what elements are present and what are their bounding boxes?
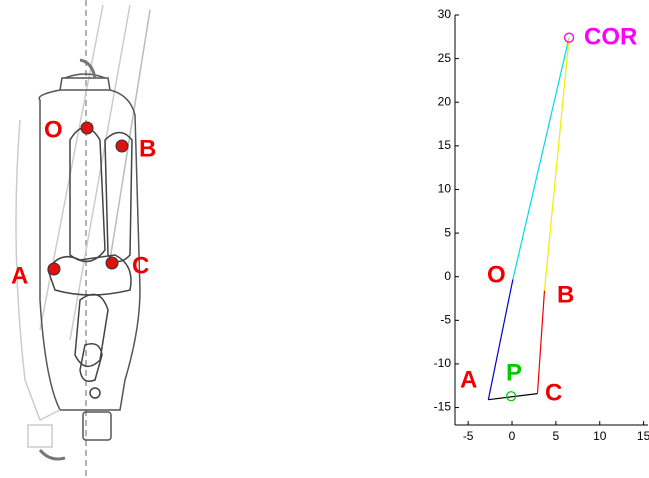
drawing-label: C bbox=[132, 252, 149, 279]
point-label: O bbox=[487, 261, 506, 288]
x-tick-label: 15 bbox=[637, 429, 649, 443]
drawing-label: B bbox=[139, 135, 156, 162]
y-tick-label: 10 bbox=[438, 182, 452, 196]
y-tick-label: -10 bbox=[434, 356, 452, 370]
y-tick-label: 20 bbox=[438, 94, 452, 108]
drawing-label: A bbox=[11, 262, 28, 289]
link-segment bbox=[488, 394, 537, 400]
figure: O B A C -15 -10 -5 0 5 10 15 20 25 30 -5 0 5 10 15 COR O… bbox=[0, 0, 649, 478]
point-label: A bbox=[460, 366, 477, 393]
x-tick-label: 10 bbox=[593, 429, 607, 443]
x-tick-label: -5 bbox=[463, 429, 474, 443]
point-label: C bbox=[545, 379, 562, 406]
y-tick-label: -15 bbox=[434, 400, 452, 414]
y-tick-label: 25 bbox=[438, 51, 452, 65]
knee-drawing bbox=[16, 0, 150, 478]
drawing-label: O bbox=[44, 116, 63, 143]
y-tick-label: -5 bbox=[440, 312, 451, 326]
point-label: P bbox=[506, 359, 522, 386]
y-tick-label: 5 bbox=[444, 225, 451, 239]
point-label: COR bbox=[584, 23, 637, 50]
pivot-dots bbox=[48, 122, 128, 275]
y-tick-label: 30 bbox=[438, 7, 452, 21]
link-segment bbox=[513, 38, 569, 280]
x-tick-label: 0 bbox=[509, 429, 516, 443]
y-tick-label: 0 bbox=[444, 269, 451, 283]
x-tick-label: 5 bbox=[553, 429, 560, 443]
link-segment bbox=[544, 38, 569, 291]
link-segment bbox=[537, 291, 544, 394]
y-tick-label: 15 bbox=[438, 138, 452, 152]
point-label: B bbox=[557, 281, 574, 308]
